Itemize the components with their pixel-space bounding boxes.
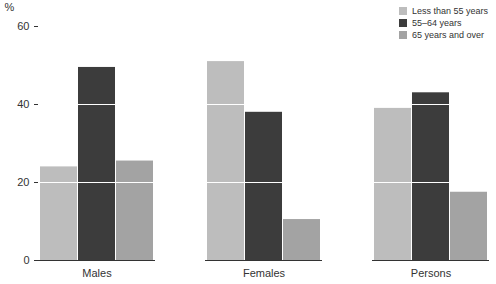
svg-text:20: 20 [17, 176, 29, 188]
html-text:55–64 years: 55–64 years [411, 18, 462, 28]
svg-text:40: 40 [17, 98, 29, 110]
svg-text:60: 60 [17, 20, 29, 32]
html-text:Less than 55 years: Less than 55 years [411, 6, 488, 16]
svg-text:Females: Females [243, 267, 286, 279]
svg-text:Persons: Persons [411, 267, 452, 279]
svg-text:0: 0 [23, 254, 29, 266]
svg-text:%: % [5, 1, 15, 13]
html-text:65 years and over: 65 years and over [411, 30, 484, 40]
svg-text:Males: Males [82, 267, 112, 279]
